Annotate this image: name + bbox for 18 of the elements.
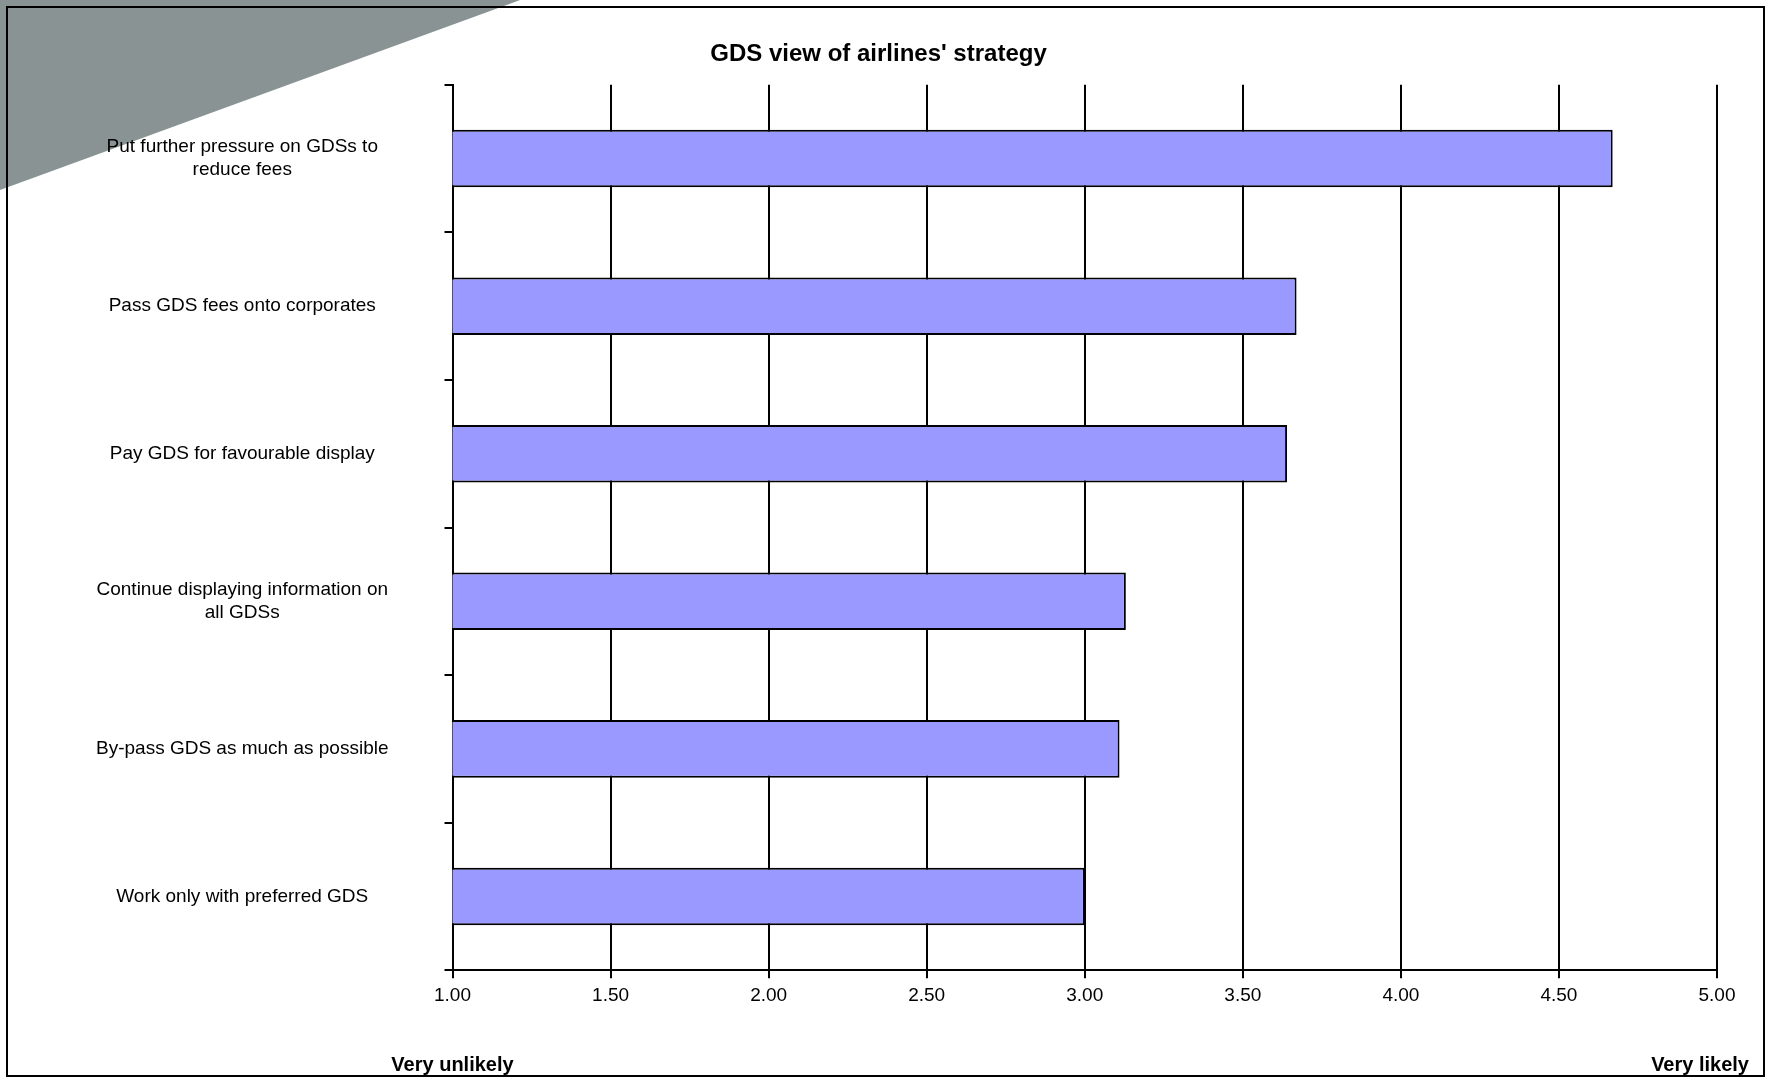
x-tick-label: 4.50 [1540, 983, 1578, 1005]
y-tick-label: Pay GDS for favourable display [109, 441, 376, 463]
x-tick-label: 3.00 [1066, 983, 1104, 1005]
text: Very unlikely [391, 1052, 515, 1075]
y-tick-label: By-pass GDS as much as possible [95, 737, 389, 759]
chart-title: GDS view of airlines' strategy [710, 39, 1048, 67]
x-tick-label: 2.50 [908, 983, 946, 1005]
y-tick-label: Pass GDS fees onto corporates [108, 294, 376, 316]
x-tick-label: 3.50 [1224, 983, 1262, 1005]
x-tick-label: 2.00 [750, 983, 788, 1005]
x-tick-label: 1.50 [592, 983, 630, 1005]
y-tick-label: Put further pressure on GDSs to reduce fees [106, 135, 378, 180]
x-tick-label: 5.00 [1698, 983, 1736, 1005]
text: Very likely [1651, 1052, 1750, 1075]
x-tick-label: 1.00 [434, 983, 471, 1005]
y-tick-label: Continue displaying information on all GDSs [96, 578, 389, 622]
x-tick-label: 4.00 [1382, 983, 1420, 1005]
y-tick-label: Work only with preferred GDS [116, 884, 369, 906]
